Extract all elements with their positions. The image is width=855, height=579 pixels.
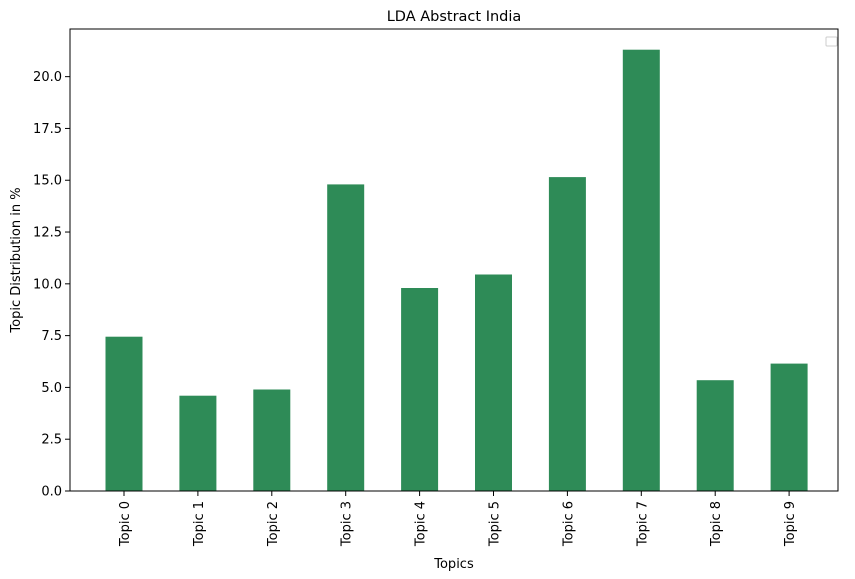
bar-topic-6 <box>548 177 586 491</box>
x-tick-label: Topic 1 <box>192 501 207 547</box>
y-tick-label: 5.0 <box>41 381 62 396</box>
bar-topic-3 <box>327 184 365 491</box>
bar-topic-5 <box>475 274 512 491</box>
y-tick-label: 15.0 <box>33 174 62 189</box>
y-tick-label: 20.0 <box>33 70 62 85</box>
x-tick-label: Topic 4 <box>414 501 429 547</box>
x-tick-label: Topic 7 <box>635 501 650 547</box>
bars-group <box>105 49 808 491</box>
bar-topic-0 <box>105 336 143 491</box>
y-tick-label: 12.5 <box>33 226 62 241</box>
y-tick-label: 10.0 <box>33 277 62 292</box>
y-tick-label: 7.5 <box>41 329 62 344</box>
y-tick-label: 2.5 <box>41 433 62 448</box>
x-tick-label: Topic 9 <box>783 501 798 547</box>
y-tick-label: 17.5 <box>33 122 62 137</box>
x-tick-label: Topic 0 <box>118 501 133 547</box>
x-tick-label: Topic 2 <box>266 501 281 547</box>
bar-topic-2 <box>253 389 291 491</box>
bar-topic-4 <box>401 288 439 491</box>
y-tick-label: 0.0 <box>41 485 62 500</box>
y-axis-label: Topic Distribution in % <box>9 187 24 333</box>
bar-topic-1 <box>179 395 217 491</box>
bar-topic-7 <box>622 49 660 491</box>
x-tick-label: Topic 3 <box>340 501 355 547</box>
legend-box <box>825 36 838 47</box>
x-tick-label: Topic 6 <box>561 501 576 547</box>
x-tick-label: Topic 5 <box>488 501 503 547</box>
x-axis-label: Topics <box>433 557 474 572</box>
x-tick-label: Topic 8 <box>709 501 724 547</box>
chart-title: LDA Abstract India <box>387 9 522 25</box>
plot-frame <box>69 28 839 492</box>
bar-topic-8 <box>696 380 734 491</box>
bar-topic-9 <box>770 363 808 491</box>
y-axis: 0.0 2.5 5.0 7.5 10.0 12.5 15.0 17.5 20.0 <box>33 70 70 500</box>
x-axis: Topic 0 Topic 1 Topic 2 Topic 3 Topic 4 Topic… <box>118 491 798 547</box>
